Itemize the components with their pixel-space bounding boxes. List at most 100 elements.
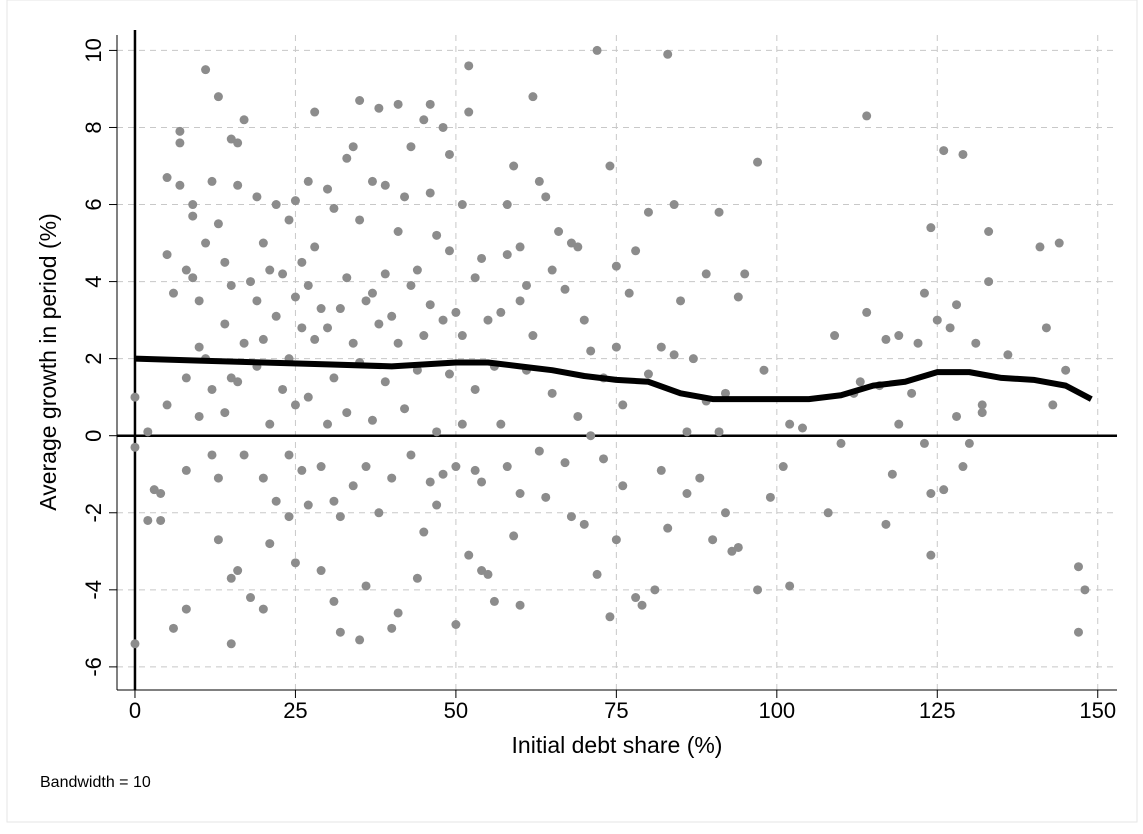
scatter-point	[547, 265, 557, 275]
scatter-point	[778, 462, 788, 472]
scatter-point	[573, 411, 583, 421]
scatter-point	[534, 446, 544, 456]
scatter-point	[656, 342, 666, 352]
scatter-point	[444, 369, 454, 379]
y-axis-label: Average growth in period (%)	[35, 213, 61, 510]
scatter-point	[207, 384, 217, 394]
scatter-point	[573, 242, 583, 252]
scatter-point	[213, 535, 223, 545]
scatter-point	[1035, 242, 1045, 252]
scatter-point	[188, 200, 198, 210]
scatter-point	[303, 392, 313, 402]
scatter-point	[643, 369, 653, 379]
scatter-point	[663, 523, 673, 533]
scatter-point	[457, 419, 467, 429]
scatter-point	[175, 138, 185, 148]
scatter-point	[541, 492, 551, 502]
scatter-point	[329, 496, 339, 506]
scatter-point	[284, 450, 294, 460]
scatter-point	[393, 608, 403, 618]
scatter-point	[239, 115, 249, 125]
scatter-point	[387, 311, 397, 321]
scatter-point	[310, 107, 320, 117]
scatter-point	[425, 300, 435, 310]
scatter-point	[509, 161, 519, 171]
scatter-point	[380, 377, 390, 387]
scatter-point	[265, 265, 275, 275]
scatter-point	[502, 462, 512, 472]
scatter-point	[393, 227, 403, 236]
scatter-point	[130, 442, 140, 452]
scatter-point	[374, 103, 384, 113]
scatter-point	[194, 411, 204, 421]
scatter-point	[586, 431, 596, 441]
scatter-point	[406, 450, 416, 460]
scatter-point	[374, 508, 384, 518]
scatter-point	[913, 338, 923, 348]
x-tick-label: 0	[129, 698, 141, 723]
scatter-point	[483, 569, 493, 579]
scatter-point	[361, 296, 371, 306]
scatter-point	[862, 307, 872, 317]
scatter-point	[958, 149, 968, 159]
scatter-point	[470, 465, 480, 475]
scatter-point	[444, 246, 454, 256]
scatter-point	[464, 107, 474, 117]
scatter-point	[323, 419, 333, 429]
bandwidth-note: Bandwidth = 10	[40, 774, 151, 791]
scatter-point	[939, 485, 949, 495]
scatter-point	[367, 176, 377, 186]
scatter-point	[765, 492, 775, 502]
scatter-point	[509, 531, 519, 541]
scatter-point	[554, 227, 564, 236]
scatter-point	[393, 338, 403, 348]
scatter-point	[932, 315, 942, 325]
scatter-point	[143, 427, 153, 437]
scatter-point	[342, 408, 352, 418]
scatter-point	[130, 639, 140, 649]
scatter-point	[560, 458, 570, 468]
scatter-point	[1073, 562, 1083, 572]
y-tick-label: 0	[81, 430, 106, 442]
y-tick-label: -2	[81, 503, 106, 523]
scatter-point	[316, 304, 326, 314]
scatter-point	[624, 288, 634, 298]
scatter-point	[926, 223, 936, 233]
scatter-point	[926, 489, 936, 498]
scatter-point	[226, 280, 236, 290]
x-tick-label: 100	[758, 698, 795, 723]
scatter-point	[380, 180, 390, 190]
y-tick-label: 8	[81, 121, 106, 133]
scatter-point	[329, 373, 339, 383]
scatter-point	[168, 288, 178, 298]
scatter-point	[226, 639, 236, 649]
scatter-point	[207, 450, 217, 460]
x-tick-label: 50	[444, 698, 468, 723]
scatter-point	[740, 269, 750, 279]
scatter-point	[201, 65, 211, 75]
scatter-point	[444, 149, 454, 159]
scatter-point	[483, 315, 493, 325]
scatter-point	[246, 593, 256, 603]
scatter-point	[323, 323, 333, 333]
scatter-point	[220, 408, 230, 418]
scatter-point	[297, 257, 307, 267]
scatter-point	[477, 477, 487, 487]
scatter-point	[387, 473, 397, 483]
scatter-point	[284, 215, 294, 225]
scatter-point	[605, 612, 615, 622]
scatter-point	[207, 176, 217, 186]
scatter-point	[477, 253, 487, 263]
smooth-line	[134, 355, 1093, 403]
scatter-point	[213, 92, 223, 102]
scatter-point	[618, 400, 628, 410]
scatter-point	[1080, 585, 1090, 595]
scatter-point	[759, 365, 769, 375]
scatter-point	[1041, 323, 1051, 333]
scatter-point	[881, 334, 891, 344]
scatter-point	[682, 427, 692, 437]
scatter-point	[566, 512, 576, 522]
scatter-point	[650, 585, 660, 595]
scatter-point	[271, 200, 281, 210]
scatter-point	[496, 419, 506, 429]
